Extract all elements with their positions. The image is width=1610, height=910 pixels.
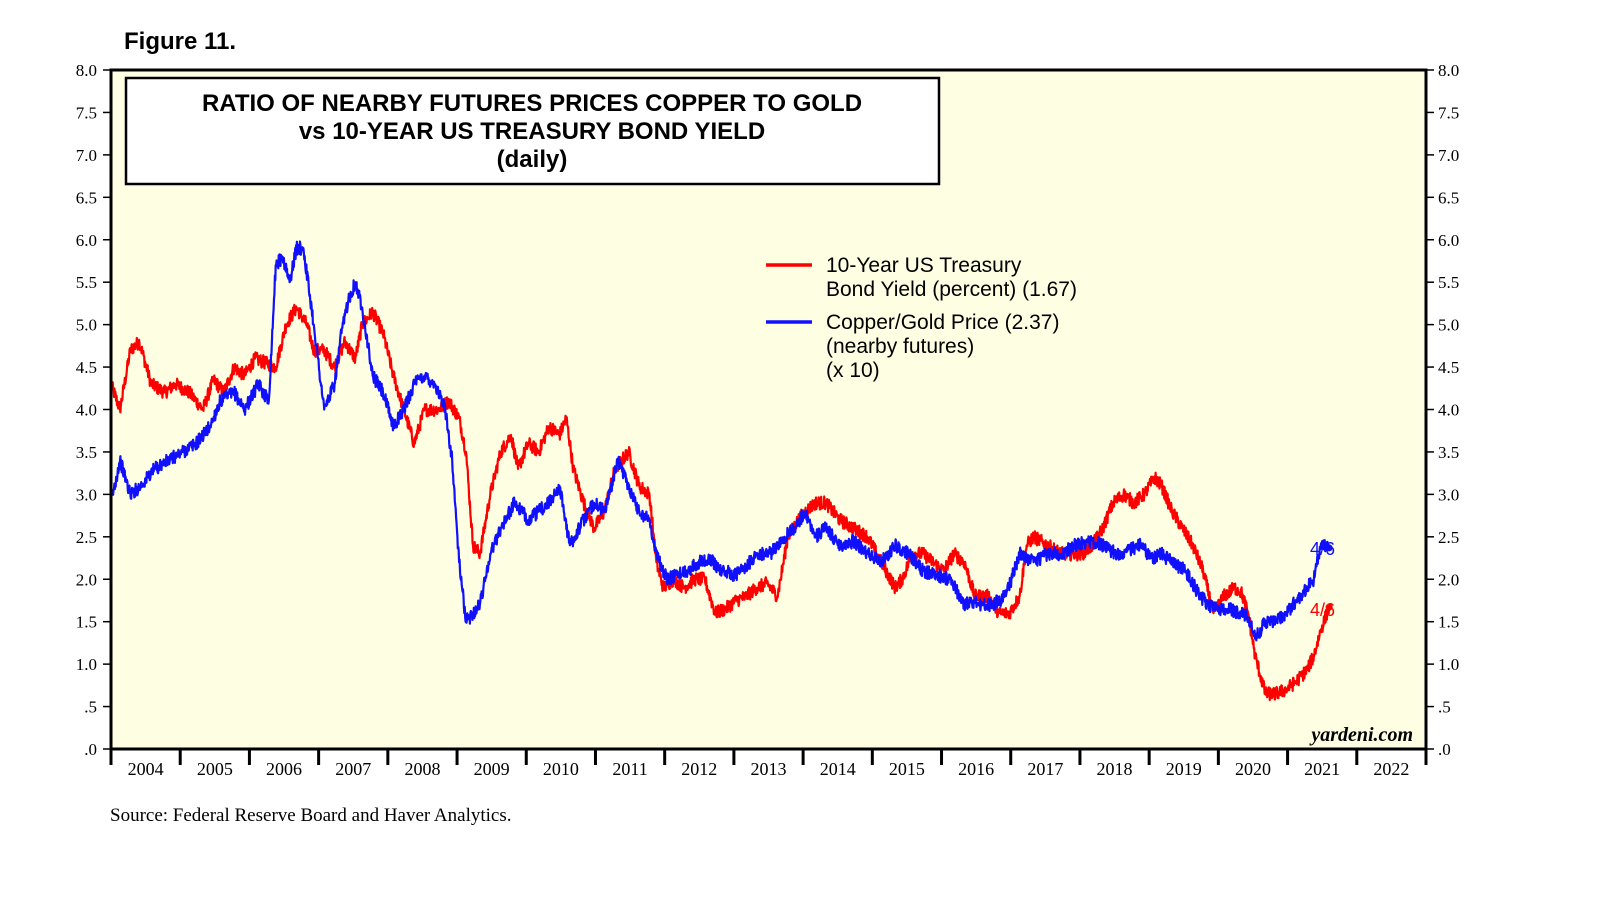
- figure-label: Figure 11.: [124, 28, 237, 55]
- x-tick-label: 2007: [335, 759, 371, 779]
- y-tick-label-left: 1.0: [76, 655, 97, 674]
- series-layer: [109, 240, 1333, 702]
- end-point-yield: [1325, 603, 1333, 611]
- chart-title-line-1: RATIO OF NEARBY FUTURES PRICES COPPER TO…: [202, 90, 862, 117]
- x-tick-label: 2016: [958, 759, 994, 779]
- x-tick-label: 2019: [1166, 759, 1202, 779]
- y-tick-label-right: 1.0: [1438, 655, 1459, 674]
- legend-ratio-line-3: (x 10): [826, 359, 880, 382]
- x-tick-label: 2005: [197, 759, 233, 779]
- x-tick-label: 2020: [1235, 759, 1271, 779]
- x-tick-label: 2022: [1373, 759, 1409, 779]
- y-tick-label-right: 3.0: [1438, 485, 1459, 504]
- y-tick-label-left: 6.0: [76, 231, 97, 250]
- source-note: Source: Federal Reserve Board and Haver …: [110, 805, 512, 826]
- x-tick-label: 2006: [266, 759, 302, 779]
- legend-yield-line-2: Bond Yield (percent) (1.67): [826, 278, 1077, 301]
- y-tick-label-left: .0: [84, 740, 97, 759]
- x-tick-label: 2008: [404, 759, 440, 779]
- x-tick-label: 2014: [820, 759, 856, 779]
- y-tick-label-left: 1.5: [76, 613, 97, 632]
- y-axis-left: .0 .5 1.0 1.5 2.0 2.5 3.0 3.5 4.0 4.5 5.0 5.5 6.0 6.5…: [76, 61, 111, 759]
- x-tick-label: 2017: [1027, 759, 1063, 779]
- y-tick-label-left: 7.0: [76, 146, 97, 165]
- legend-ratio-line-2: (nearby futures): [826, 335, 974, 358]
- series-line-yield: [109, 303, 1331, 702]
- end-label-ratio: 4/6: [1310, 539, 1335, 559]
- y-tick-label-right: 7.0: [1438, 146, 1459, 165]
- series-line-copper-gold: [109, 240, 1331, 642]
- y-tick-label-left: 5.5: [76, 273, 97, 292]
- x-tick-label: 2009: [474, 759, 510, 779]
- y-tick-label-left: 7.5: [76, 103, 97, 122]
- y-tick-label-left: .5: [84, 698, 97, 717]
- x-tick-label: 2021: [1304, 759, 1340, 779]
- y-tick-label-right: 8.0: [1438, 61, 1459, 80]
- y-tick-label-left: 4.5: [76, 358, 97, 377]
- x-tick-label: 2010: [543, 759, 579, 779]
- chart-title-line-3: (daily): [497, 146, 568, 173]
- y-tick-label-left: 3.0: [76, 485, 97, 504]
- y-tick-label-right: 2.0: [1438, 570, 1459, 589]
- x-axis: 2004 2005 2006 2007 2008 2009 2010 2011 2012 2013…: [109, 749, 1428, 779]
- chart-title-line-2: vs 10-YEAR US TREASURY BOND YIELD: [299, 118, 765, 145]
- y-tick-label-left: 2.0: [76, 570, 97, 589]
- plot-frame: [109, 68, 1428, 751]
- y-tick-label-left: 8.0: [76, 61, 97, 80]
- y-tick-label-right: 3.5: [1438, 443, 1459, 462]
- x-tick-label: 2013: [751, 759, 787, 779]
- y-tick-label-right: .5: [1438, 698, 1451, 717]
- y-tick-label-right: 6.0: [1438, 231, 1459, 250]
- y-tick-label-right: 5.0: [1438, 316, 1459, 335]
- y-tick-label-right: 2.5: [1438, 528, 1459, 547]
- y-tick-label-right: 4.0: [1438, 401, 1459, 420]
- y-tick-label-right: 1.5: [1438, 613, 1459, 632]
- y-axis-right: .0 .5 1.0 1.5 2.0 2.5 3.0 3.5 4.0 4.5 5.0 5.5 6.0 6.5…: [1426, 61, 1459, 759]
- x-tick-label: 2015: [889, 759, 925, 779]
- y-tick-label-right: 6.5: [1438, 188, 1459, 207]
- y-tick-label-left: 5.0: [76, 316, 97, 335]
- y-tick-label-right: 4.5: [1438, 358, 1459, 377]
- legend-yield-line-1: 10-Year US Treasury: [826, 254, 1022, 277]
- y-tick-label-left: 3.5: [76, 443, 97, 462]
- y-tick-label-left: 6.5: [76, 188, 97, 207]
- watermark: yardeni.com: [1309, 724, 1413, 746]
- y-tick-label-right: 5.5: [1438, 273, 1459, 292]
- y-tick-label-right: .0: [1438, 740, 1451, 759]
- x-tick-label: 2004: [128, 759, 164, 779]
- x-tick-label: 2018: [1097, 759, 1133, 779]
- title-box: RATIO OF NEARBY FUTURES PRICES COPPER TO…: [124, 76, 941, 186]
- end-label-yield: 4/6: [1310, 600, 1335, 620]
- legend-ratio-line-1: Copper/Gold Price (2.37): [826, 311, 1059, 334]
- y-tick-label-left: 2.5: [76, 528, 97, 547]
- legend: 10-Year US Treasury Bond Yield (percent)…: [766, 254, 1077, 382]
- x-tick-label: 2012: [681, 759, 717, 779]
- x-tick-label: 2011: [612, 759, 647, 779]
- y-tick-label-left: 4.0: [76, 401, 97, 420]
- end-point-copper-gold: [1325, 544, 1333, 552]
- y-tick-label-right: 7.5: [1438, 103, 1459, 122]
